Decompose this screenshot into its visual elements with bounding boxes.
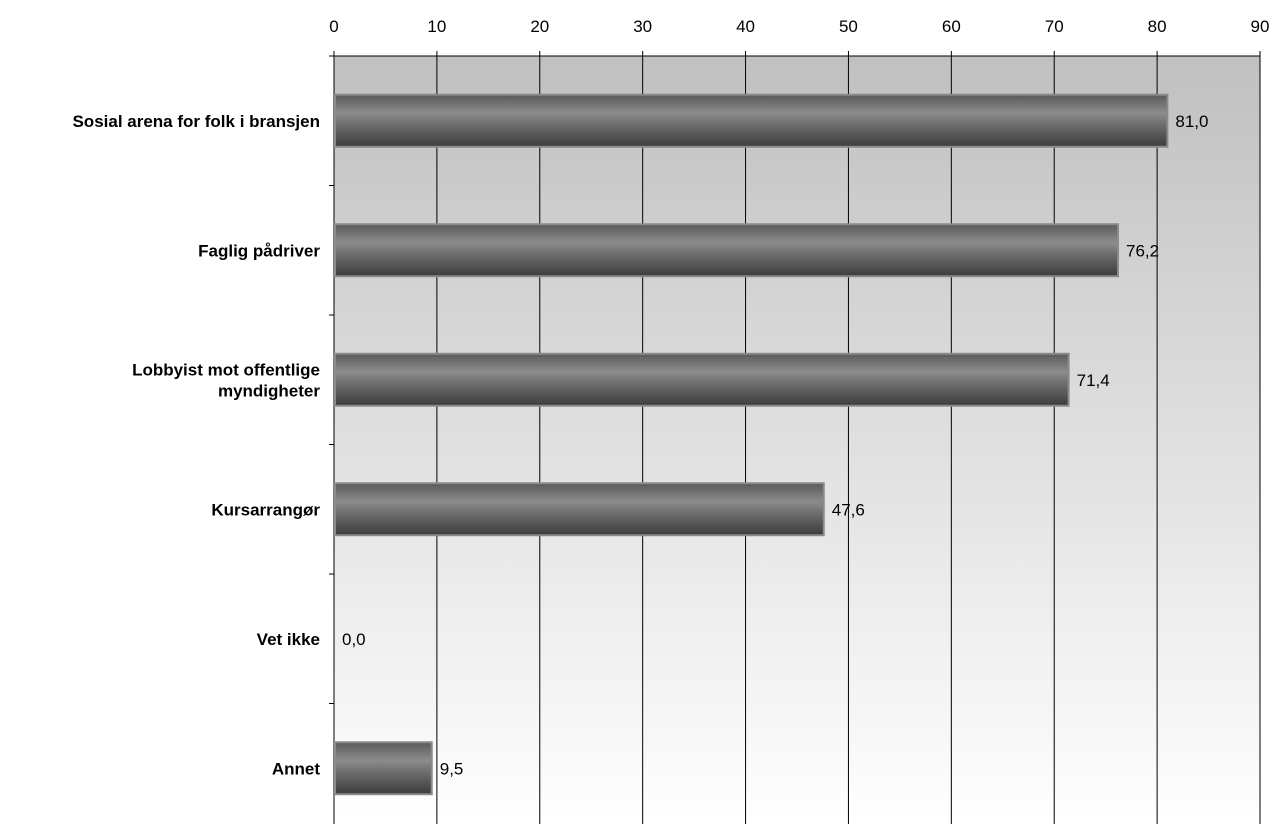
data-label: 76,2	[1126, 241, 1159, 260]
labels: Sosial arena for folk i bransjen 81,0 Fagl…	[72, 112, 1208, 779]
bar	[334, 352, 1070, 407]
category-label: myndigheter	[218, 381, 320, 400]
plot-background	[334, 56, 1260, 824]
x-tick-label: 0	[329, 17, 338, 36]
category-label: Sosial arena for folk i bransjen	[72, 112, 320, 131]
bar	[334, 223, 1120, 278]
x-axis: 0 10 20 30 40 50 60 70 80 90	[329, 17, 1269, 824]
grid-lines	[436, 56, 1261, 824]
x-tick-label: 40	[736, 17, 755, 36]
x-tick-label: 30	[633, 17, 652, 36]
category-label: Vet ikke	[257, 630, 320, 649]
category-label: Annet	[272, 759, 321, 778]
x-tick-label: 90	[1251, 17, 1270, 36]
x-tick-label: 10	[427, 17, 446, 36]
data-label: 9,5	[440, 759, 464, 778]
category-label: Lobbyist mot offentlige	[132, 360, 320, 379]
data-label: 47,6	[832, 500, 865, 519]
bar	[334, 482, 825, 537]
x-tick-label: 20	[530, 17, 549, 36]
data-label: 71,4	[1077, 371, 1110, 390]
x-tick-label: 80	[1148, 17, 1167, 36]
category-label: Faglig pådriver	[198, 241, 320, 260]
x-tick-label: 50	[839, 17, 858, 36]
category-label: Kursarrangør	[211, 500, 320, 519]
bars	[334, 93, 1169, 796]
data-label: 81,0	[1175, 112, 1208, 131]
bar	[334, 741, 433, 796]
x-tick-label: 60	[942, 17, 961, 36]
x-tick-label: 70	[1045, 17, 1064, 36]
bar	[334, 93, 1169, 148]
data-label: 0,0	[342, 630, 366, 649]
